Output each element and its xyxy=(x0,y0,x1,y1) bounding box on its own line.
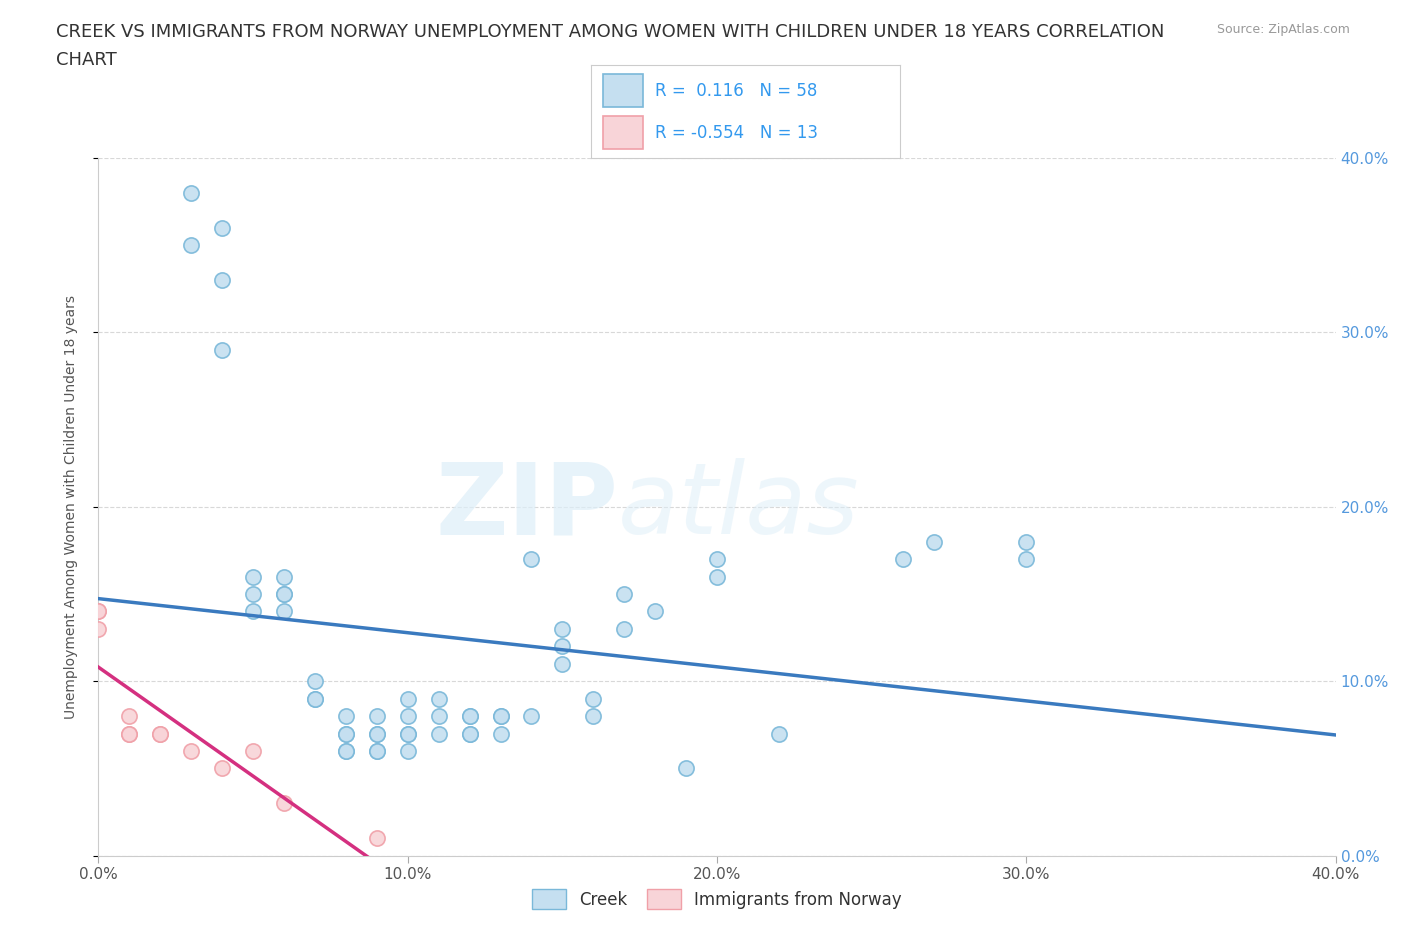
Point xyxy=(520,709,543,724)
Point xyxy=(366,744,388,759)
Text: atlas: atlas xyxy=(619,458,859,555)
Point xyxy=(644,604,666,619)
Point xyxy=(366,830,388,845)
Point xyxy=(427,709,450,724)
Point xyxy=(118,709,141,724)
Point xyxy=(335,726,357,741)
Text: CHART: CHART xyxy=(56,51,117,69)
Point xyxy=(489,726,512,741)
Point xyxy=(675,761,697,776)
Point xyxy=(458,726,481,741)
Point xyxy=(211,761,233,776)
Point xyxy=(118,726,141,741)
Point xyxy=(211,342,233,357)
Point xyxy=(613,621,636,636)
Text: CREEK VS IMMIGRANTS FROM NORWAY UNEMPLOYMENT AMONG WOMEN WITH CHILDREN UNDER 18 : CREEK VS IMMIGRANTS FROM NORWAY UNEMPLOY… xyxy=(56,23,1164,41)
Point xyxy=(366,744,388,759)
Point xyxy=(396,691,419,706)
Point xyxy=(396,744,419,759)
Point xyxy=(613,587,636,602)
Point xyxy=(180,238,202,253)
Point xyxy=(922,534,945,549)
Point xyxy=(242,569,264,584)
Point xyxy=(891,551,914,566)
Point xyxy=(427,691,450,706)
Point xyxy=(87,604,110,619)
Point xyxy=(211,272,233,287)
Text: Source: ZipAtlas.com: Source: ZipAtlas.com xyxy=(1216,23,1350,36)
Point xyxy=(458,726,481,741)
Point xyxy=(87,621,110,636)
Point xyxy=(520,551,543,566)
Point xyxy=(366,726,388,741)
Point xyxy=(427,726,450,741)
Point xyxy=(273,587,295,602)
Point xyxy=(242,744,264,759)
Point xyxy=(1015,534,1038,549)
Point xyxy=(273,569,295,584)
Point xyxy=(458,709,481,724)
Text: R = -0.554   N = 13: R = -0.554 N = 13 xyxy=(655,124,818,141)
Point xyxy=(211,220,233,235)
Point xyxy=(335,744,357,759)
Point xyxy=(1015,551,1038,566)
Point xyxy=(335,709,357,724)
Point xyxy=(335,726,357,741)
Text: ZIP: ZIP xyxy=(436,458,619,555)
Point xyxy=(180,186,202,201)
Point xyxy=(396,726,419,741)
Point xyxy=(366,726,388,741)
Point xyxy=(273,796,295,811)
FancyBboxPatch shape xyxy=(603,74,643,107)
Point xyxy=(706,551,728,566)
Point xyxy=(582,709,605,724)
Point xyxy=(304,691,326,706)
Point xyxy=(551,639,574,654)
Point xyxy=(242,587,264,602)
Text: R =  0.116   N = 58: R = 0.116 N = 58 xyxy=(655,82,818,100)
Point xyxy=(396,709,419,724)
Point xyxy=(768,726,790,741)
Point xyxy=(706,569,728,584)
Point xyxy=(458,709,481,724)
Y-axis label: Unemployment Among Women with Children Under 18 years: Unemployment Among Women with Children U… xyxy=(63,295,77,719)
Point xyxy=(118,726,141,741)
Point xyxy=(396,726,419,741)
Point xyxy=(335,744,357,759)
Point xyxy=(366,709,388,724)
Point xyxy=(304,691,326,706)
Point xyxy=(87,604,110,619)
Point xyxy=(180,744,202,759)
Point xyxy=(551,621,574,636)
Point xyxy=(304,673,326,688)
Point xyxy=(551,657,574,671)
Point xyxy=(489,709,512,724)
Point xyxy=(489,709,512,724)
FancyBboxPatch shape xyxy=(603,116,643,149)
Point xyxy=(273,604,295,619)
Point xyxy=(242,604,264,619)
Legend: Creek, Immigrants from Norway: Creek, Immigrants from Norway xyxy=(524,881,910,917)
Point xyxy=(582,691,605,706)
Point xyxy=(273,587,295,602)
Point xyxy=(149,726,172,741)
Point xyxy=(149,726,172,741)
